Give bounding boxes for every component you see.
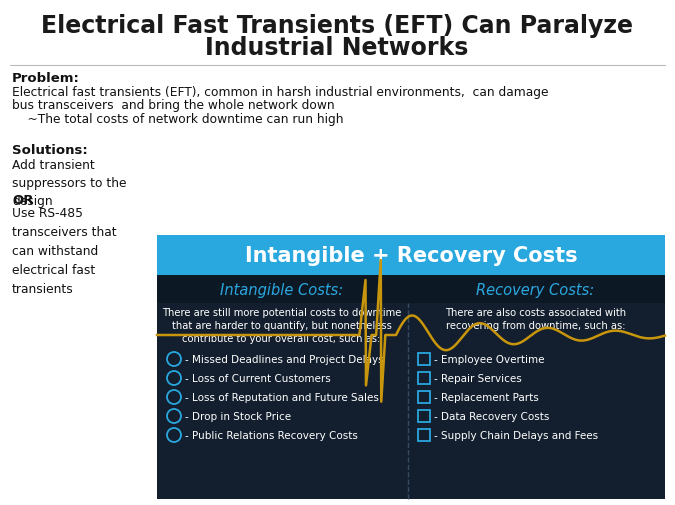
Text: Industrial Networks: Industrial Networks bbox=[205, 36, 468, 60]
Text: - Loss of Current Customers: - Loss of Current Customers bbox=[185, 373, 331, 383]
Bar bbox=[157, 235, 665, 499]
Text: ~The total costs of network downtime can run high: ~The total costs of network downtime can… bbox=[12, 112, 344, 125]
Text: Electrical fast transients (EFT), common in harsh industrial environments,  can : Electrical fast transients (EFT), common… bbox=[12, 85, 549, 98]
Text: - Repair Services: - Repair Services bbox=[435, 373, 522, 383]
Bar bbox=[418, 410, 431, 422]
Text: bus transceivers  and bring the whole network down: bus transceivers and bring the whole net… bbox=[12, 98, 335, 111]
Bar bbox=[418, 429, 431, 441]
Text: There are still more potential costs to downtime
that are harder to quantify, bu: There are still more potential costs to … bbox=[162, 308, 401, 344]
Text: - Replacement Parts: - Replacement Parts bbox=[435, 392, 539, 402]
Bar bbox=[157, 275, 665, 304]
Text: Intangible + Recovery Costs: Intangible + Recovery Costs bbox=[244, 245, 577, 266]
Text: Problem:: Problem: bbox=[12, 71, 80, 84]
Text: - Public Relations Recovery Costs: - Public Relations Recovery Costs bbox=[185, 430, 358, 440]
Bar bbox=[157, 235, 665, 275]
Bar bbox=[418, 372, 431, 384]
Text: - Supply Chain Delays and Fees: - Supply Chain Delays and Fees bbox=[435, 430, 599, 440]
Text: - Drop in Stock Price: - Drop in Stock Price bbox=[185, 411, 291, 421]
Text: Intangible Costs:: Intangible Costs: bbox=[220, 282, 343, 297]
Text: OR: OR bbox=[12, 193, 34, 207]
Text: There are also costs associated with
recovering from downtime, such as:: There are also costs associated with rec… bbox=[445, 308, 626, 331]
Text: Use RS-485
transceivers that
can withstand
electrical fast
transients: Use RS-485 transceivers that can withsta… bbox=[12, 207, 117, 295]
Text: - Employee Overtime: - Employee Overtime bbox=[435, 355, 545, 364]
Text: - Missed Deadlines and Project Delays: - Missed Deadlines and Project Delays bbox=[185, 355, 383, 364]
Bar bbox=[418, 391, 431, 403]
Text: - Data Recovery Costs: - Data Recovery Costs bbox=[435, 411, 550, 421]
Text: - Loss of Reputation and Future Sales: - Loss of Reputation and Future Sales bbox=[185, 392, 379, 402]
Text: Add transient
suppressors to the
design: Add transient suppressors to the design bbox=[12, 159, 126, 208]
Text: Solutions:: Solutions: bbox=[12, 144, 88, 157]
Bar bbox=[418, 354, 431, 365]
Text: Electrical Fast Transients (EFT) Can Paralyze: Electrical Fast Transients (EFT) Can Par… bbox=[41, 14, 633, 38]
Text: Recovery Costs:: Recovery Costs: bbox=[477, 282, 595, 297]
